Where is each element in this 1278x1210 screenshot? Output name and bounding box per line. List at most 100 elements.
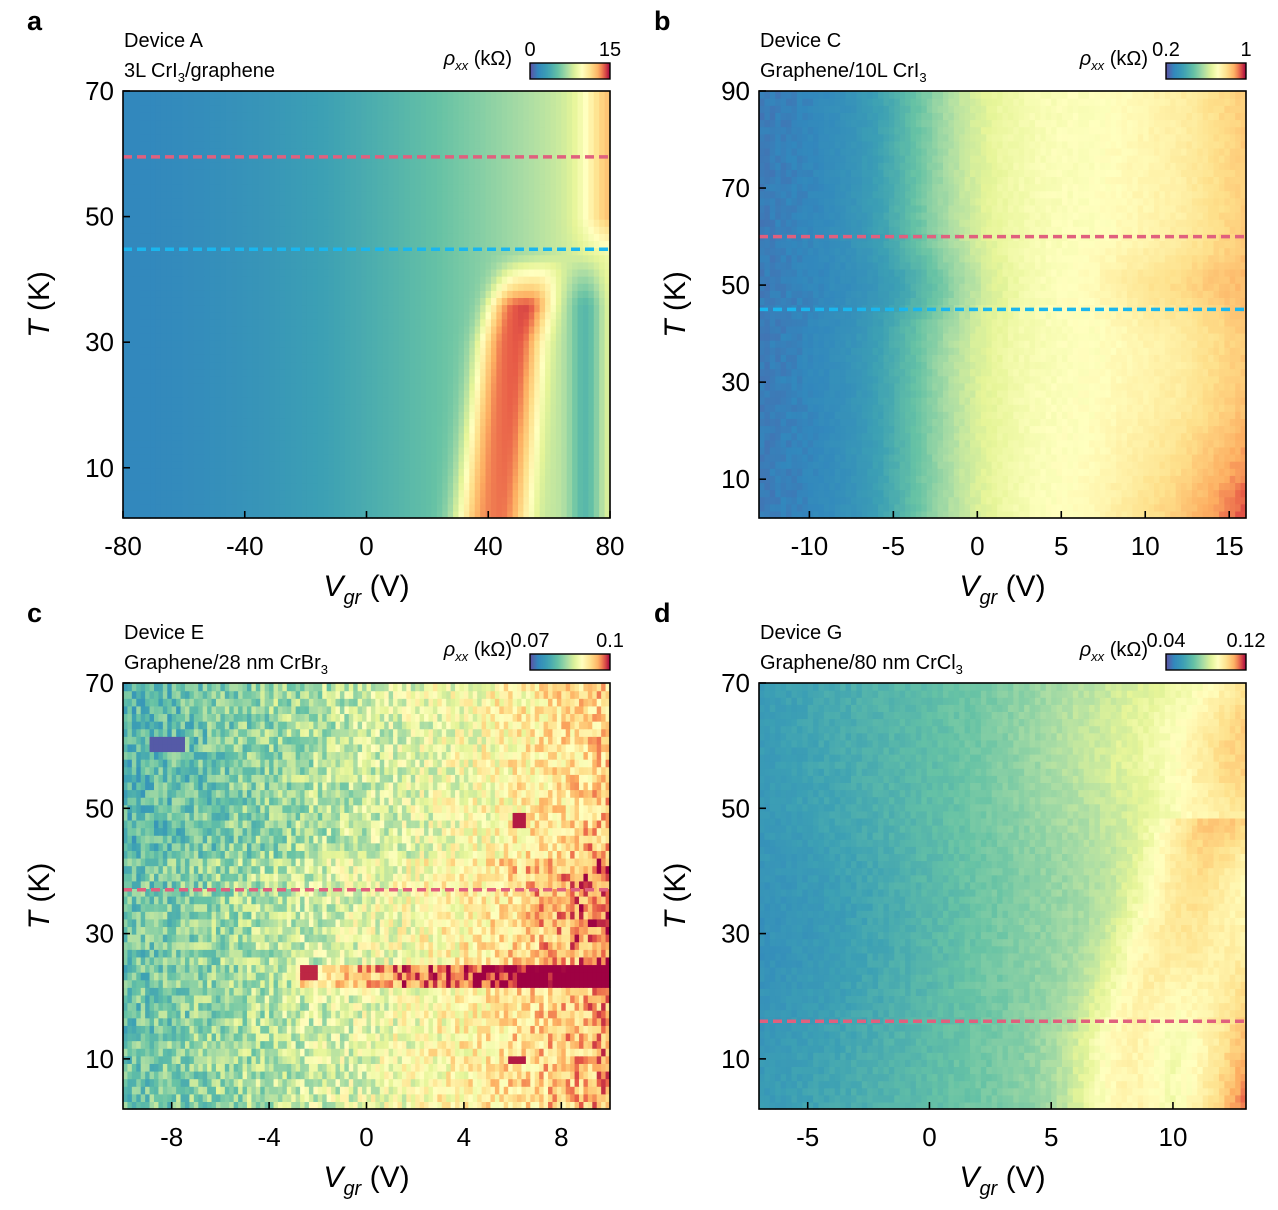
heatmap-cell xyxy=(302,269,308,277)
heatmap-cell xyxy=(583,397,589,405)
heatmap-cell xyxy=(204,283,210,291)
heatmap-cell xyxy=(583,297,589,305)
heatmap-cell xyxy=(599,347,605,355)
heatmap-cell xyxy=(415,198,421,206)
heatmap-cell xyxy=(561,184,567,192)
heatmap-cell xyxy=(275,198,281,206)
heatmap-cell xyxy=(540,319,546,327)
heatmap-cell xyxy=(128,162,134,170)
heatmap-cell xyxy=(128,490,134,498)
heatmap-cell xyxy=(188,326,194,334)
heatmap-cell xyxy=(350,376,356,384)
heatmap-cell xyxy=(356,482,362,490)
heatmap-cell xyxy=(302,297,308,305)
heatmap-cell xyxy=(367,425,373,433)
heatmap-cell xyxy=(486,454,492,462)
heatmap-cell xyxy=(394,269,400,277)
heatmap-cell xyxy=(237,276,243,284)
heatmap-cell xyxy=(318,447,324,455)
heatmap-cell xyxy=(296,326,302,334)
heatmap-cell xyxy=(345,461,351,469)
heatmap-cell xyxy=(388,447,394,455)
heatmap-cell xyxy=(134,369,140,377)
heatmap-cell xyxy=(545,461,551,469)
heatmap-cell xyxy=(312,475,318,483)
heatmap-cell xyxy=(578,276,584,284)
heatmap-cell xyxy=(350,169,356,177)
heatmap-cell xyxy=(215,497,221,505)
heatmap-cell xyxy=(437,326,443,334)
heatmap-cell xyxy=(350,397,356,405)
heatmap-cell xyxy=(204,468,210,476)
heatmap-cell xyxy=(296,369,302,377)
heatmap-cell xyxy=(469,411,475,419)
heatmap-cell xyxy=(556,326,562,334)
heatmap-cell xyxy=(237,376,243,384)
heatmap-cell xyxy=(172,383,178,391)
heatmap-cell xyxy=(247,397,253,405)
heatmap-cell xyxy=(464,504,470,512)
heatmap-cell xyxy=(388,475,394,483)
heatmap-cell xyxy=(448,319,454,327)
heatmap-cell xyxy=(599,290,605,298)
heatmap-cell xyxy=(280,219,286,227)
heatmap-cell xyxy=(177,333,183,341)
heatmap-cell xyxy=(312,468,318,476)
heatmap-cell xyxy=(523,290,529,298)
heatmap-cell xyxy=(453,504,459,512)
heatmap-cell xyxy=(588,333,594,341)
heatmap-cell xyxy=(388,482,394,490)
heatmap-cell xyxy=(480,397,486,405)
heatmap-cell xyxy=(578,376,584,384)
heatmap-cell xyxy=(599,312,605,320)
heatmap-cell xyxy=(594,454,600,462)
heatmap-cell xyxy=(475,297,481,305)
heatmap-cell xyxy=(258,319,264,327)
heatmap-cell xyxy=(280,169,286,177)
heatmap-cell xyxy=(307,390,313,398)
heatmap-cell xyxy=(123,290,129,298)
heatmap-cell xyxy=(177,134,183,142)
heatmap-cell xyxy=(545,354,551,362)
heatmap-cell xyxy=(469,383,475,391)
heatmap-cell xyxy=(128,276,134,284)
heatmap-cell xyxy=(323,482,329,490)
heatmap-cell xyxy=(155,212,161,220)
heatmap-cell xyxy=(172,255,178,263)
heatmap-cell xyxy=(377,354,383,362)
heatmap-cell xyxy=(415,418,421,426)
heatmap-cell xyxy=(469,191,475,199)
heatmap-cell xyxy=(247,383,253,391)
heatmap-cell xyxy=(496,212,502,220)
heatmap-cell xyxy=(318,490,324,498)
heatmap-cell xyxy=(329,141,335,149)
heatmap-cell xyxy=(507,283,513,291)
heatmap-cell xyxy=(567,219,573,227)
heatmap-cell xyxy=(226,504,232,512)
heatmap-cell xyxy=(275,390,281,398)
heatmap-cell xyxy=(383,418,389,426)
heatmap-cell xyxy=(491,333,497,341)
heatmap-cell xyxy=(356,454,362,462)
heatmap-cell xyxy=(134,497,140,505)
heatmap-cell xyxy=(210,219,216,227)
heatmap-cell xyxy=(426,297,432,305)
heatmap-cell xyxy=(285,447,291,455)
heatmap-cell xyxy=(134,305,140,313)
heatmap-cell xyxy=(155,454,161,462)
heatmap-cell xyxy=(475,454,481,462)
heatmap-cell xyxy=(150,369,156,377)
heatmap-cell xyxy=(188,354,194,362)
heatmap-cell xyxy=(513,219,519,227)
heatmap-cell xyxy=(269,497,275,505)
heatmap-cell xyxy=(486,162,492,170)
heatmap-cell xyxy=(404,468,410,476)
heatmap-cell xyxy=(123,397,129,405)
heatmap-cell xyxy=(523,233,529,241)
heatmap-cell xyxy=(518,169,524,177)
heatmap-cell xyxy=(437,425,443,433)
heatmap-cell xyxy=(134,504,140,512)
heatmap-cell xyxy=(258,191,264,199)
heatmap-cell xyxy=(356,240,362,248)
heatmap-cell xyxy=(188,461,194,469)
